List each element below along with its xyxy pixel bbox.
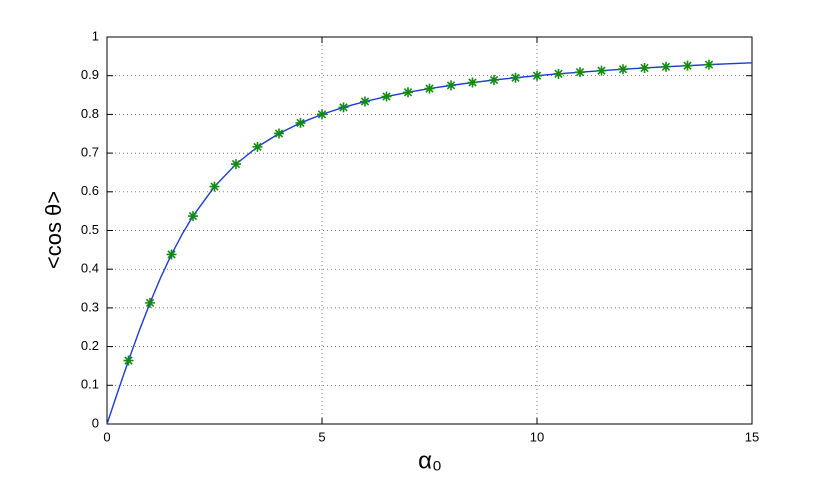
star-marker (682, 60, 693, 71)
star-marker (532, 70, 542, 81)
y-tick-label: 1 (92, 28, 99, 43)
star-marker (618, 64, 628, 75)
y-tick-label: 0.7 (81, 145, 99, 160)
y-tick-label: 0.9 (81, 67, 99, 82)
star-marker (596, 65, 607, 76)
y-tick-label: 0.8 (81, 106, 99, 121)
y-tick-label: 0.1 (81, 377, 99, 392)
star-marker (446, 80, 456, 91)
x-axis-label: α₀ (418, 447, 442, 474)
star-marker (209, 181, 220, 192)
plot-area (107, 37, 752, 424)
star-marker (231, 159, 241, 170)
plot-frame (106, 36, 753, 425)
y-tick-label: 0.5 (81, 222, 99, 237)
star-marker (274, 128, 284, 139)
star-marker (317, 109, 327, 120)
y-tick-label: 0.6 (81, 183, 99, 198)
star-marker (510, 72, 521, 83)
y-axis-label: <cos θ> (41, 191, 66, 269)
star-marker (661, 61, 671, 72)
star-marker (252, 141, 263, 152)
star-marker (360, 96, 370, 107)
star-marker (381, 91, 392, 102)
star-marker (489, 74, 499, 85)
star-marker (123, 355, 134, 366)
star-marker (145, 297, 155, 308)
x-tick-label: 15 (745, 429, 759, 444)
star-marker (575, 67, 585, 78)
star-marker (295, 117, 306, 128)
y-tick-label: 0.2 (81, 338, 99, 353)
x-tick-label: 0 (103, 429, 110, 444)
x-tick-label: 5 (318, 429, 325, 444)
star-marker (188, 211, 198, 222)
x-tick-label: 10 (530, 429, 544, 444)
star-marker (467, 77, 478, 88)
star-marker (338, 102, 349, 113)
y-tick-label: 0.3 (81, 299, 99, 314)
y-tick-label: 0.4 (81, 261, 99, 276)
star-marker (704, 59, 714, 70)
star-marker (639, 62, 650, 73)
star-marker (166, 249, 177, 260)
star-marker (424, 83, 435, 94)
y-tick-label: 0 (92, 415, 99, 430)
star-marker (403, 87, 413, 98)
star-marker (553, 68, 564, 79)
